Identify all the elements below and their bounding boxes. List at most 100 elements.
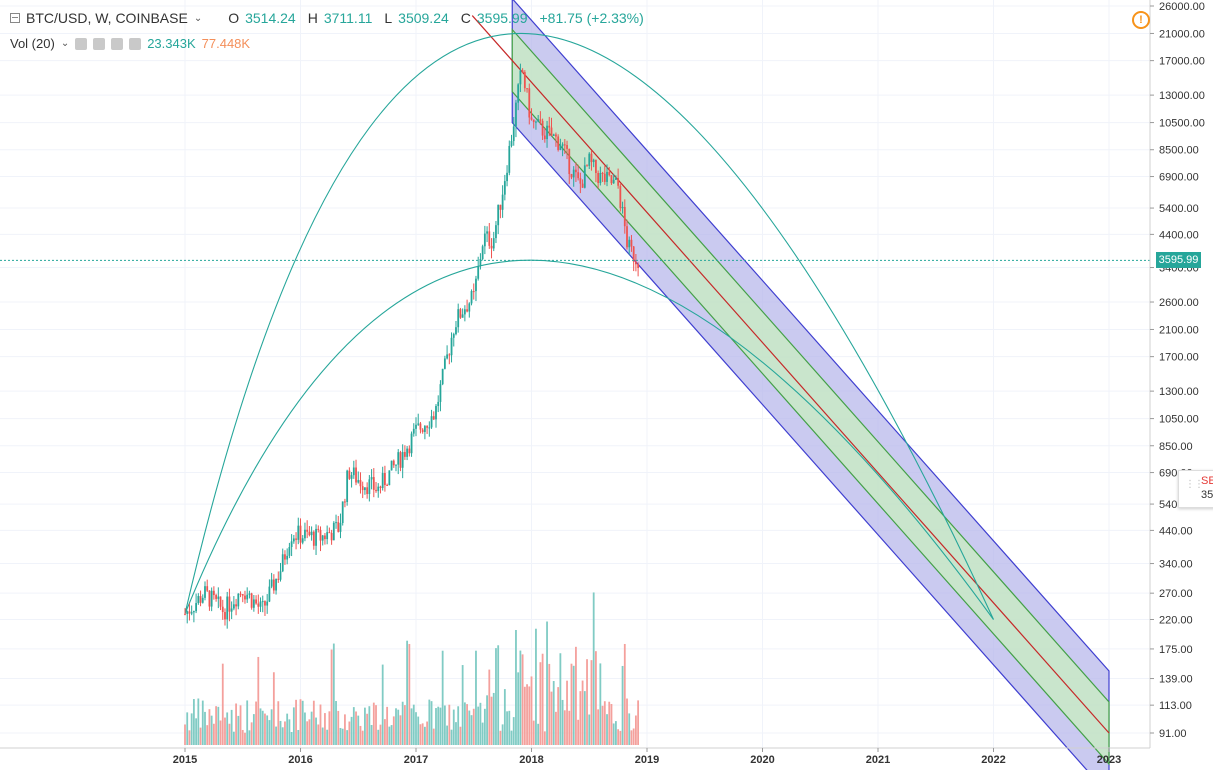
time-tick-label: 2021	[866, 754, 890, 766]
settings-icon[interactable]	[93, 37, 106, 50]
volume-bar	[235, 703, 237, 745]
volume-bar	[439, 707, 442, 745]
price-tick-label: 4400.00	[1159, 229, 1199, 241]
price-tick-label: 91.00	[1159, 728, 1187, 740]
candle-body	[508, 145, 511, 173]
volume-value: 23.343K	[147, 36, 196, 51]
volume-bar	[266, 715, 269, 745]
candle-body	[281, 554, 284, 572]
price-axis: 26000.00 21000.00 17000.00 13000.00 10500.00…	[1149, 0, 1205, 748]
candle-body	[517, 84, 520, 103]
warning-icon[interactable]: !	[1132, 11, 1150, 29]
volume-bar	[557, 687, 560, 745]
volume-bar	[408, 643, 411, 745]
volume-bar	[563, 710, 566, 745]
volume-bar	[608, 701, 611, 745]
candle-body	[579, 178, 582, 184]
volume-bar	[581, 680, 584, 745]
price-tick-label: 10500.00	[1159, 118, 1205, 130]
candle-body	[259, 601, 262, 607]
candle-body	[397, 452, 400, 465]
volume-bar	[384, 719, 386, 745]
price-tick-label: 2100.00	[1159, 324, 1199, 336]
candle-body	[208, 590, 211, 607]
collapse-icon[interactable]	[10, 13, 20, 23]
chevron-down-icon[interactable]: ⌄	[60, 38, 70, 49]
volume-bar	[415, 712, 417, 745]
candle-body	[292, 538, 295, 542]
candle-body	[339, 522, 342, 532]
volume-bar	[321, 727, 324, 745]
volume-bar	[252, 714, 255, 745]
close-label: C	[460, 10, 471, 26]
volume-bar	[528, 686, 531, 745]
volume-bar	[195, 718, 198, 745]
candle-body	[301, 538, 304, 543]
candle-body	[619, 185, 622, 209]
volume-bar	[510, 730, 513, 745]
candle-body	[206, 586, 209, 591]
volume-bar	[310, 711, 313, 745]
plus-icon[interactable]	[111, 37, 124, 50]
volume-bar	[232, 731, 235, 745]
candle-body	[315, 528, 317, 546]
candle-body	[241, 594, 244, 596]
volume-bar	[270, 709, 273, 745]
candle-body	[217, 596, 220, 599]
volume-bar	[259, 708, 262, 745]
candle-body	[264, 601, 266, 606]
volume-bar	[337, 710, 340, 745]
chevron-down-icon[interactable]: ⌄	[193, 12, 203, 24]
candle-body	[595, 159, 597, 173]
price-tick-label: 270.00	[1159, 588, 1193, 600]
volume-bar	[521, 654, 524, 745]
volume-bar	[308, 719, 311, 745]
candle-body	[581, 183, 584, 188]
candle-body	[490, 245, 493, 249]
volume-bar	[583, 691, 586, 745]
candle-body	[248, 593, 251, 595]
volume-bar	[621, 665, 624, 745]
volume-bar	[459, 726, 462, 745]
volume-bar	[215, 706, 217, 745]
candle-body	[192, 611, 195, 613]
candle-body	[388, 470, 391, 486]
arc-curve	[184, 32, 994, 620]
volume-bar	[255, 701, 257, 745]
volume-bar	[344, 714, 346, 745]
volume-bar	[239, 705, 242, 745]
candle-body	[599, 172, 602, 184]
low-label: L	[384, 10, 393, 26]
popup-line-1: SE	[1201, 475, 1213, 487]
candle-body	[626, 226, 628, 248]
volume-bar	[377, 729, 380, 745]
time-axis: 2015 2016 2017 2018 2019 2020 2021 2022 2023	[0, 747, 1150, 766]
volume-bar	[506, 711, 508, 745]
drag-handle-icon[interactable]: ⋮⋮	[1185, 479, 1204, 490]
candle-body	[592, 159, 595, 163]
volume-bar	[188, 730, 191, 745]
volume-bar	[284, 721, 286, 745]
volume-bar	[372, 702, 375, 745]
volume-bar	[470, 715, 473, 745]
volume-bar	[370, 724, 373, 745]
candle-body	[634, 261, 637, 265]
volume-bar	[568, 710, 571, 745]
side-popup[interactable]: ⋮⋮ SE 35	[1178, 470, 1213, 508]
volume-bar	[530, 676, 533, 745]
eye-icon[interactable]	[75, 37, 88, 50]
close-icon[interactable]	[129, 37, 142, 50]
volume-bar	[277, 701, 280, 745]
volume-indicator-label[interactable]: Vol (20)	[10, 36, 55, 51]
candle-body	[372, 477, 375, 490]
volume-bar	[304, 712, 306, 745]
symbol-label[interactable]: BTC/USD, W, COINBASE	[26, 10, 188, 26]
candle-body	[528, 88, 531, 118]
volume-bar	[488, 669, 491, 745]
candle-body	[186, 611, 189, 614]
candle-body	[455, 327, 457, 335]
volume-bar	[272, 672, 275, 745]
volume-bar	[279, 720, 282, 745]
candle-body	[381, 473, 384, 488]
